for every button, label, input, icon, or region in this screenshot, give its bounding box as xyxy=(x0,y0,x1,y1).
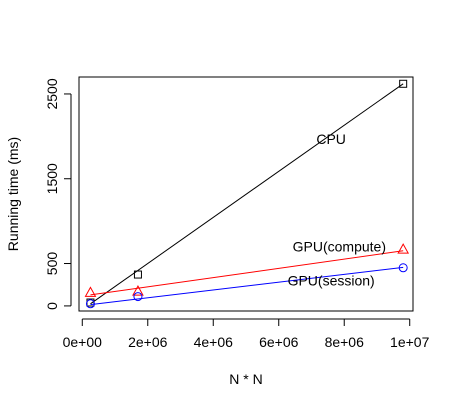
y-axis-label: Running time (ms) xyxy=(5,137,21,251)
y-axis: 0 500 1500 2500 xyxy=(44,78,72,310)
gpu-compute-point xyxy=(84,286,97,297)
gpu-session-label: GPU(session) xyxy=(288,272,375,288)
series-labels: CPU GPU(compute) GPU(session) xyxy=(288,131,386,289)
cpu-fit-line xyxy=(90,83,404,305)
x-tick-label: 0e+00 xyxy=(63,334,103,350)
y-tick-label: 0 xyxy=(44,302,60,310)
series-layer xyxy=(84,79,410,309)
cpu-point xyxy=(133,270,142,279)
x-tick-label: 6e+06 xyxy=(259,334,299,350)
gpu-session-point xyxy=(133,292,143,302)
gpu-compute-label: GPU(compute) xyxy=(293,239,386,255)
x-axis-label: N * N xyxy=(229,371,262,387)
gpu-session-point xyxy=(398,263,408,273)
gpu-session-fit-line xyxy=(90,266,404,306)
gpu-compute-fit-line xyxy=(90,250,404,296)
y-tick-label: 2500 xyxy=(44,78,60,109)
y-tick-label: 1500 xyxy=(44,163,60,194)
x-tick-label: 8e+06 xyxy=(325,334,365,350)
gpu-compute-point xyxy=(132,285,144,296)
x-axis: 0e+00 2e+06 4e+06 6e+06 8e+06 1e+07 xyxy=(63,318,430,350)
cpu-point xyxy=(399,79,408,88)
x-tick-label: 2e+06 xyxy=(128,334,168,350)
gpu-compute-point xyxy=(397,243,410,254)
plot-frame xyxy=(78,76,414,312)
x-tick-label: 1e+07 xyxy=(390,334,430,350)
gpu-session-point xyxy=(85,299,95,309)
x-tick-label: 4e+06 xyxy=(194,334,234,350)
cpu-label: CPU xyxy=(316,131,346,147)
y-tick-label: 500 xyxy=(44,252,60,276)
